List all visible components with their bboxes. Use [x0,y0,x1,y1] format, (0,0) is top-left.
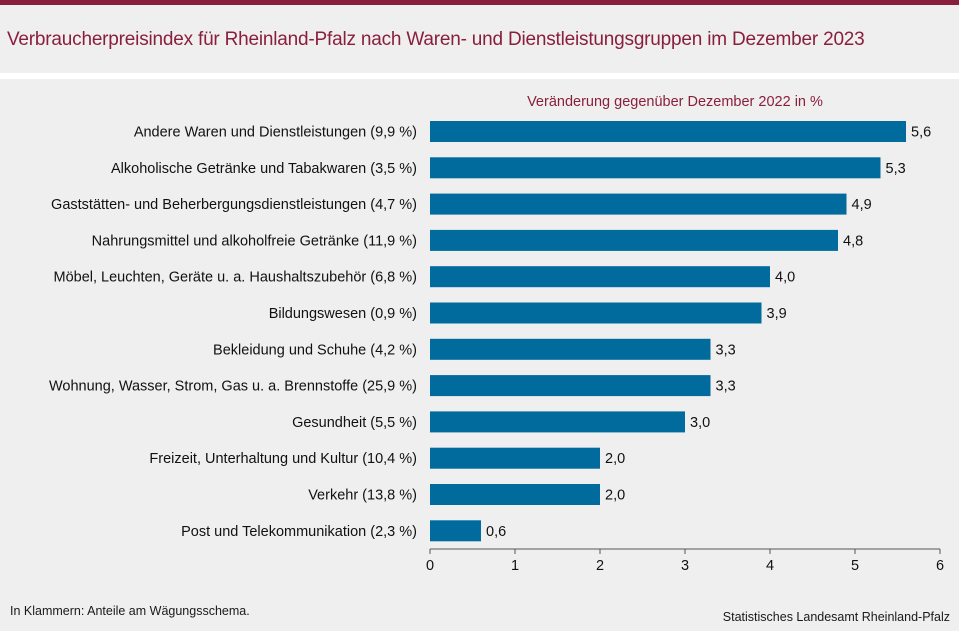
category-label: Post und Telekommunikation (2,3 %) [181,524,417,540]
category-label: Alkoholische Getränke und Tabakwaren (3,… [111,161,417,177]
category-label: Verkehr (13,8 %) [308,488,417,504]
category-label: Möbel, Leuchten, Geräte u. a. Haushaltsz… [53,270,417,286]
x-tick-label: 5 [851,558,859,574]
data-label: 4,0 [775,270,795,286]
header: Verbraucherpreisindex für Rheinland-Pfal… [0,5,959,73]
data-label: 3,9 [767,306,787,322]
data-label: 4,8 [843,233,863,249]
x-tick-label: 0 [426,558,434,574]
data-label: 2,0 [605,451,625,467]
header-separator [0,73,959,79]
source-note: Statistisches Landesamt Rheinland-Pfalz [722,610,950,624]
bar [430,302,762,324]
bar [430,484,600,505]
page-title: Verbraucherpreisindex für Rheinland-Pfal… [7,29,865,50]
bar [430,447,600,469]
bar [430,375,711,397]
category-label: Gaststätten- und Beherbergungsdienstleis… [51,197,417,213]
chart-area: Veränderung gegenüber Dezember 2022 in %… [0,79,959,631]
data-label: 3,3 [716,342,736,358]
category-label: Bildungswesen (0,9 %) [269,306,417,322]
x-tick-label: 1 [511,558,519,574]
data-label: 3,3 [716,379,736,395]
data-label: 2,0 [605,488,625,504]
bar [430,121,906,142]
bar [430,193,847,215]
bar [430,157,881,179]
data-label: 0,6 [486,524,506,540]
x-tick-label: 2 [596,558,604,574]
data-label: 5,3 [886,161,906,177]
data-label: 4,9 [852,197,872,213]
data-label: 3,0 [690,415,710,431]
bar [430,520,481,542]
footnote: In Klammern: Anteile am Wägungsschema. [10,604,250,618]
chart-subtitle: Veränderung gegenüber Dezember 2022 in % [527,94,823,110]
data-label: 5,6 [911,125,931,141]
x-tick-label: 4 [766,558,774,574]
category-label: Freizeit, Unterhaltung und Kultur (10,4 … [149,451,417,467]
x-tick-label: 6 [936,558,944,574]
category-label: Bekleidung und Schuhe (4,2 %) [213,342,417,358]
x-tick-label: 3 [681,558,689,574]
bar [430,338,711,360]
bar [430,266,770,288]
bars-group: Andere Waren und Dienstleistungen (9,9 %… [49,121,931,542]
bar [430,411,685,433]
category-label: Gesundheit (5,5 %) [292,415,417,431]
bar [430,229,838,251]
x-axis: 0 1 2 3 4 5 6 [426,548,944,574]
category-label: Nahrungsmittel und alkoholfreie Getränke… [92,233,417,249]
category-label: Andere Waren und Dienstleistungen (9,9 %… [134,125,417,141]
top-accent-bar [0,0,959,5]
bar-chart: Veränderung gegenüber Dezember 2022 in %… [49,94,944,574]
category-label: Wohnung, Wasser, Strom, Gas u. a. Brenns… [49,379,417,395]
